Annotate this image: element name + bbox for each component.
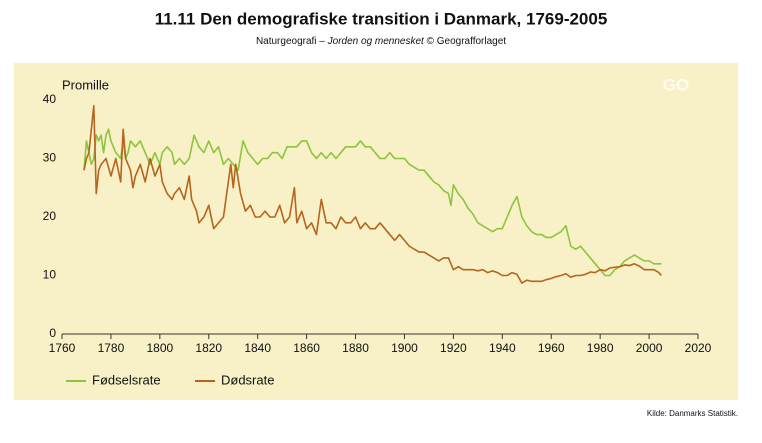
- x-tick-label: 1800: [146, 341, 173, 355]
- subtitle-part: Jorden og mennesket: [327, 36, 425, 47]
- x-tick-label: 1820: [195, 341, 222, 355]
- x-tick-label: 2000: [636, 341, 663, 355]
- x-tick-label: 1880: [342, 341, 369, 355]
- chart-title: 11.11 Den demografiske transition i Danm…: [155, 9, 608, 28]
- series-line: [83, 128, 662, 277]
- series-line: [83, 105, 662, 284]
- x-tick-label: 1900: [391, 341, 418, 355]
- x-tick-label: 1920: [440, 341, 467, 355]
- x-tick-label: 1940: [489, 341, 516, 355]
- subtitle-part: Naturgeografi –: [256, 36, 328, 47]
- x-tick-label: 1760: [49, 341, 76, 355]
- x-tick-label: 1860: [293, 341, 320, 355]
- y-tick-label: 0: [49, 326, 56, 340]
- chart-subtitle: Naturgeografi – Jorden og mennesket © Ge…: [256, 36, 506, 47]
- x-tick-label: 1840: [244, 341, 271, 355]
- x-tick-label: 1780: [98, 341, 125, 355]
- y-tick-label: 10: [43, 268, 57, 282]
- legend-label: Dødsrate: [221, 372, 274, 387]
- y-tick-label: 40: [43, 92, 57, 106]
- panel: [14, 63, 738, 400]
- y-axis-label: Promille: [62, 77, 109, 92]
- legend-label: Fødselsrate: [92, 372, 161, 387]
- x-tick-label: 1980: [587, 341, 614, 355]
- y-tick-label: 30: [43, 151, 57, 165]
- x-tick-label: 2020: [685, 341, 712, 355]
- source-note: Kilde: Danmarks Statistik.: [647, 409, 738, 418]
- subtitle-part: © Geografforlaget: [424, 36, 506, 47]
- logo: GO: [663, 75, 689, 94]
- y-tick-label: 20: [43, 209, 57, 223]
- x-tick-label: 1960: [538, 341, 565, 355]
